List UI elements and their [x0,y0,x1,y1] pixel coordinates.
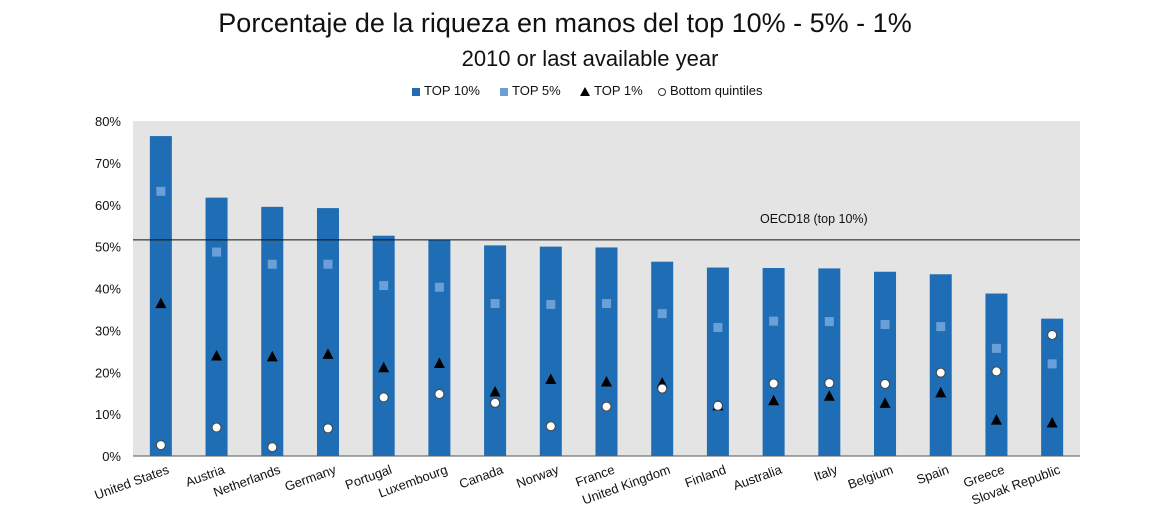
x-tick-label: Australia [731,461,784,493]
y-tick-label: 30% [95,323,121,338]
legend-label-bottom: Bottom quintiles [670,83,763,98]
point-top5 [936,322,946,332]
point-top5 [323,259,333,269]
point-bottom-quintile [657,383,668,394]
x-tick-label: United States [92,462,171,503]
point-top5 [546,299,556,309]
y-tick-label: 40% [95,282,121,297]
point-top5 [156,186,166,196]
bar-top10 [484,245,507,456]
point-top5 [769,316,779,326]
x-tick-label: Finland [683,462,728,491]
bar-top10 [149,136,172,456]
x-tick-label: Norway [514,462,561,491]
point-top5 [880,320,890,330]
x-tick-label: Spain [914,462,950,487]
legend-item-top5: TOP 5% [500,83,561,99]
point-bottom-quintile [712,400,723,411]
point-bottom-quintile [880,378,891,389]
bar-top10 [762,267,785,456]
bar-top10 [595,247,618,456]
point-bottom-quintile [490,397,501,408]
bar-top10 [205,197,228,456]
point-top5 [434,282,444,292]
point-bottom-quintile [545,421,556,432]
point-bottom-quintile [991,366,1002,377]
point-bottom-quintile [824,378,835,389]
point-bottom-quintile [155,440,166,451]
point-top1 [322,348,334,359]
point-top1 [433,357,445,369]
point-top5 [657,309,667,319]
point-top5 [602,299,611,309]
point-top1 [155,297,167,309]
legend-item-top1: TOP 1% [580,83,643,99]
point-bottom-quintile [322,423,333,434]
point-bottom-quintile [601,401,612,412]
point-top5 [713,322,723,332]
bar-top10 [874,271,897,456]
y-tick-label: 50% [95,240,121,255]
bar-top10 [428,239,451,456]
legend-label-top5: TOP 5% [512,83,561,98]
legend-circle-marker-icon [658,87,666,96]
x-tick-label: Canada [457,461,506,491]
bar-top10 [539,246,562,456]
point-bottom-quintile [267,442,278,453]
y-tick-label: 70% [95,156,121,171]
point-top1 [378,361,390,373]
point-top1 [489,386,501,397]
legend-item-bottom: Bottom quintiles [658,83,763,99]
point-top1 [211,350,223,361]
y-tick-label: 20% [95,365,121,380]
bar-top10 [372,235,395,456]
point-bottom-quintile [1047,329,1058,340]
point-top1 [1046,417,1058,428]
y-tick-label: 60% [95,198,121,213]
point-top5 [212,247,222,257]
point-top1 [990,414,1002,425]
bar-top10 [261,206,284,456]
bar-top10 [818,268,841,456]
legend-item-top10: TOP 10% [412,83,480,99]
legend-label-top10: TOP 10% [424,83,480,98]
legend-label-top1: TOP 1% [594,83,643,98]
y-tick-label: 0% [102,449,121,464]
bar-top10 [651,261,674,456]
bar-top10 [316,208,339,456]
x-tick-label: Germany [283,462,339,495]
legend-square-marker-icon [500,87,508,96]
point-bottom-quintile [378,392,389,403]
point-top5 [267,259,277,269]
legend-square-marker-icon [412,87,420,96]
point-bottom-quintile [211,422,222,433]
point-top1 [266,350,278,362]
point-top5 [490,299,500,309]
point-top1 [879,397,891,408]
point-top5 [379,281,389,291]
point-top1 [823,390,835,401]
x-tick-label: Italy [812,462,840,484]
point-top5 [991,343,1001,353]
legend-triangle-marker-icon [580,87,590,97]
point-bottom-quintile [935,367,946,378]
point-top1 [601,375,612,387]
bar-top10 [929,274,952,456]
x-tick-label: Belgium [846,462,895,492]
y-tick-label: 80% [95,114,121,129]
chart-title: Porcentaje de la riqueza en manos del to… [218,8,912,38]
point-top1 [935,386,947,398]
bar-top10 [1041,318,1064,456]
y-tick-label: 10% [95,407,121,422]
bar-top10 [706,267,729,456]
chart-subtitle: 2010 or last available year [461,46,719,71]
point-top1 [545,373,557,384]
point-top5 [824,317,834,327]
point-bottom-quintile [434,389,445,400]
point-bottom-quintile [768,378,779,389]
point-top1 [768,394,780,406]
reference-line-label: OECD18 (top 10%) [760,212,868,226]
point-top5 [1047,359,1057,369]
